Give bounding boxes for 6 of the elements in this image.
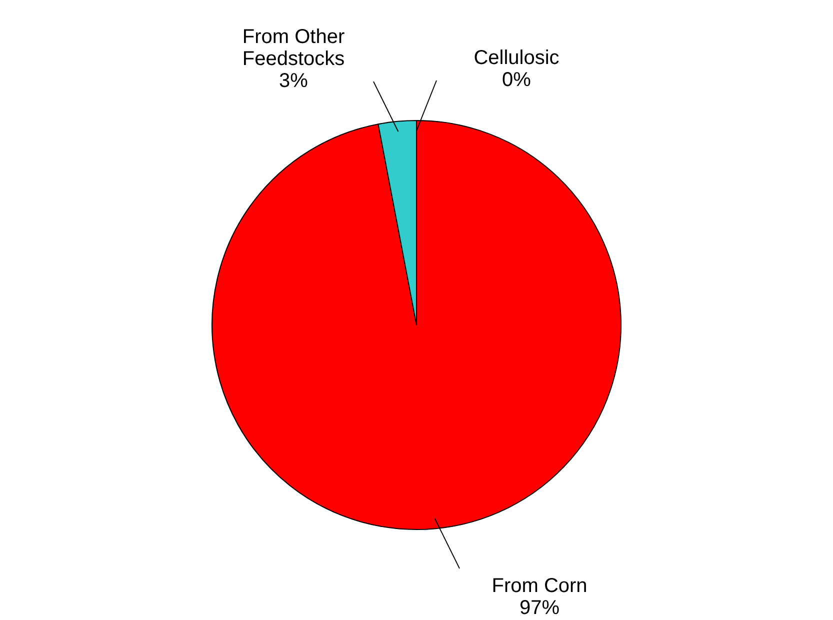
slice-label: From Other Feedstocks <box>242 26 345 70</box>
text: 0% <box>502 69 531 92</box>
data-label: 3% <box>279 70 308 92</box>
category-label: Cellulosic <box>474 47 560 70</box>
data-label: 97% <box>519 596 560 619</box>
slice-label: From Corn <box>492 574 588 597</box>
